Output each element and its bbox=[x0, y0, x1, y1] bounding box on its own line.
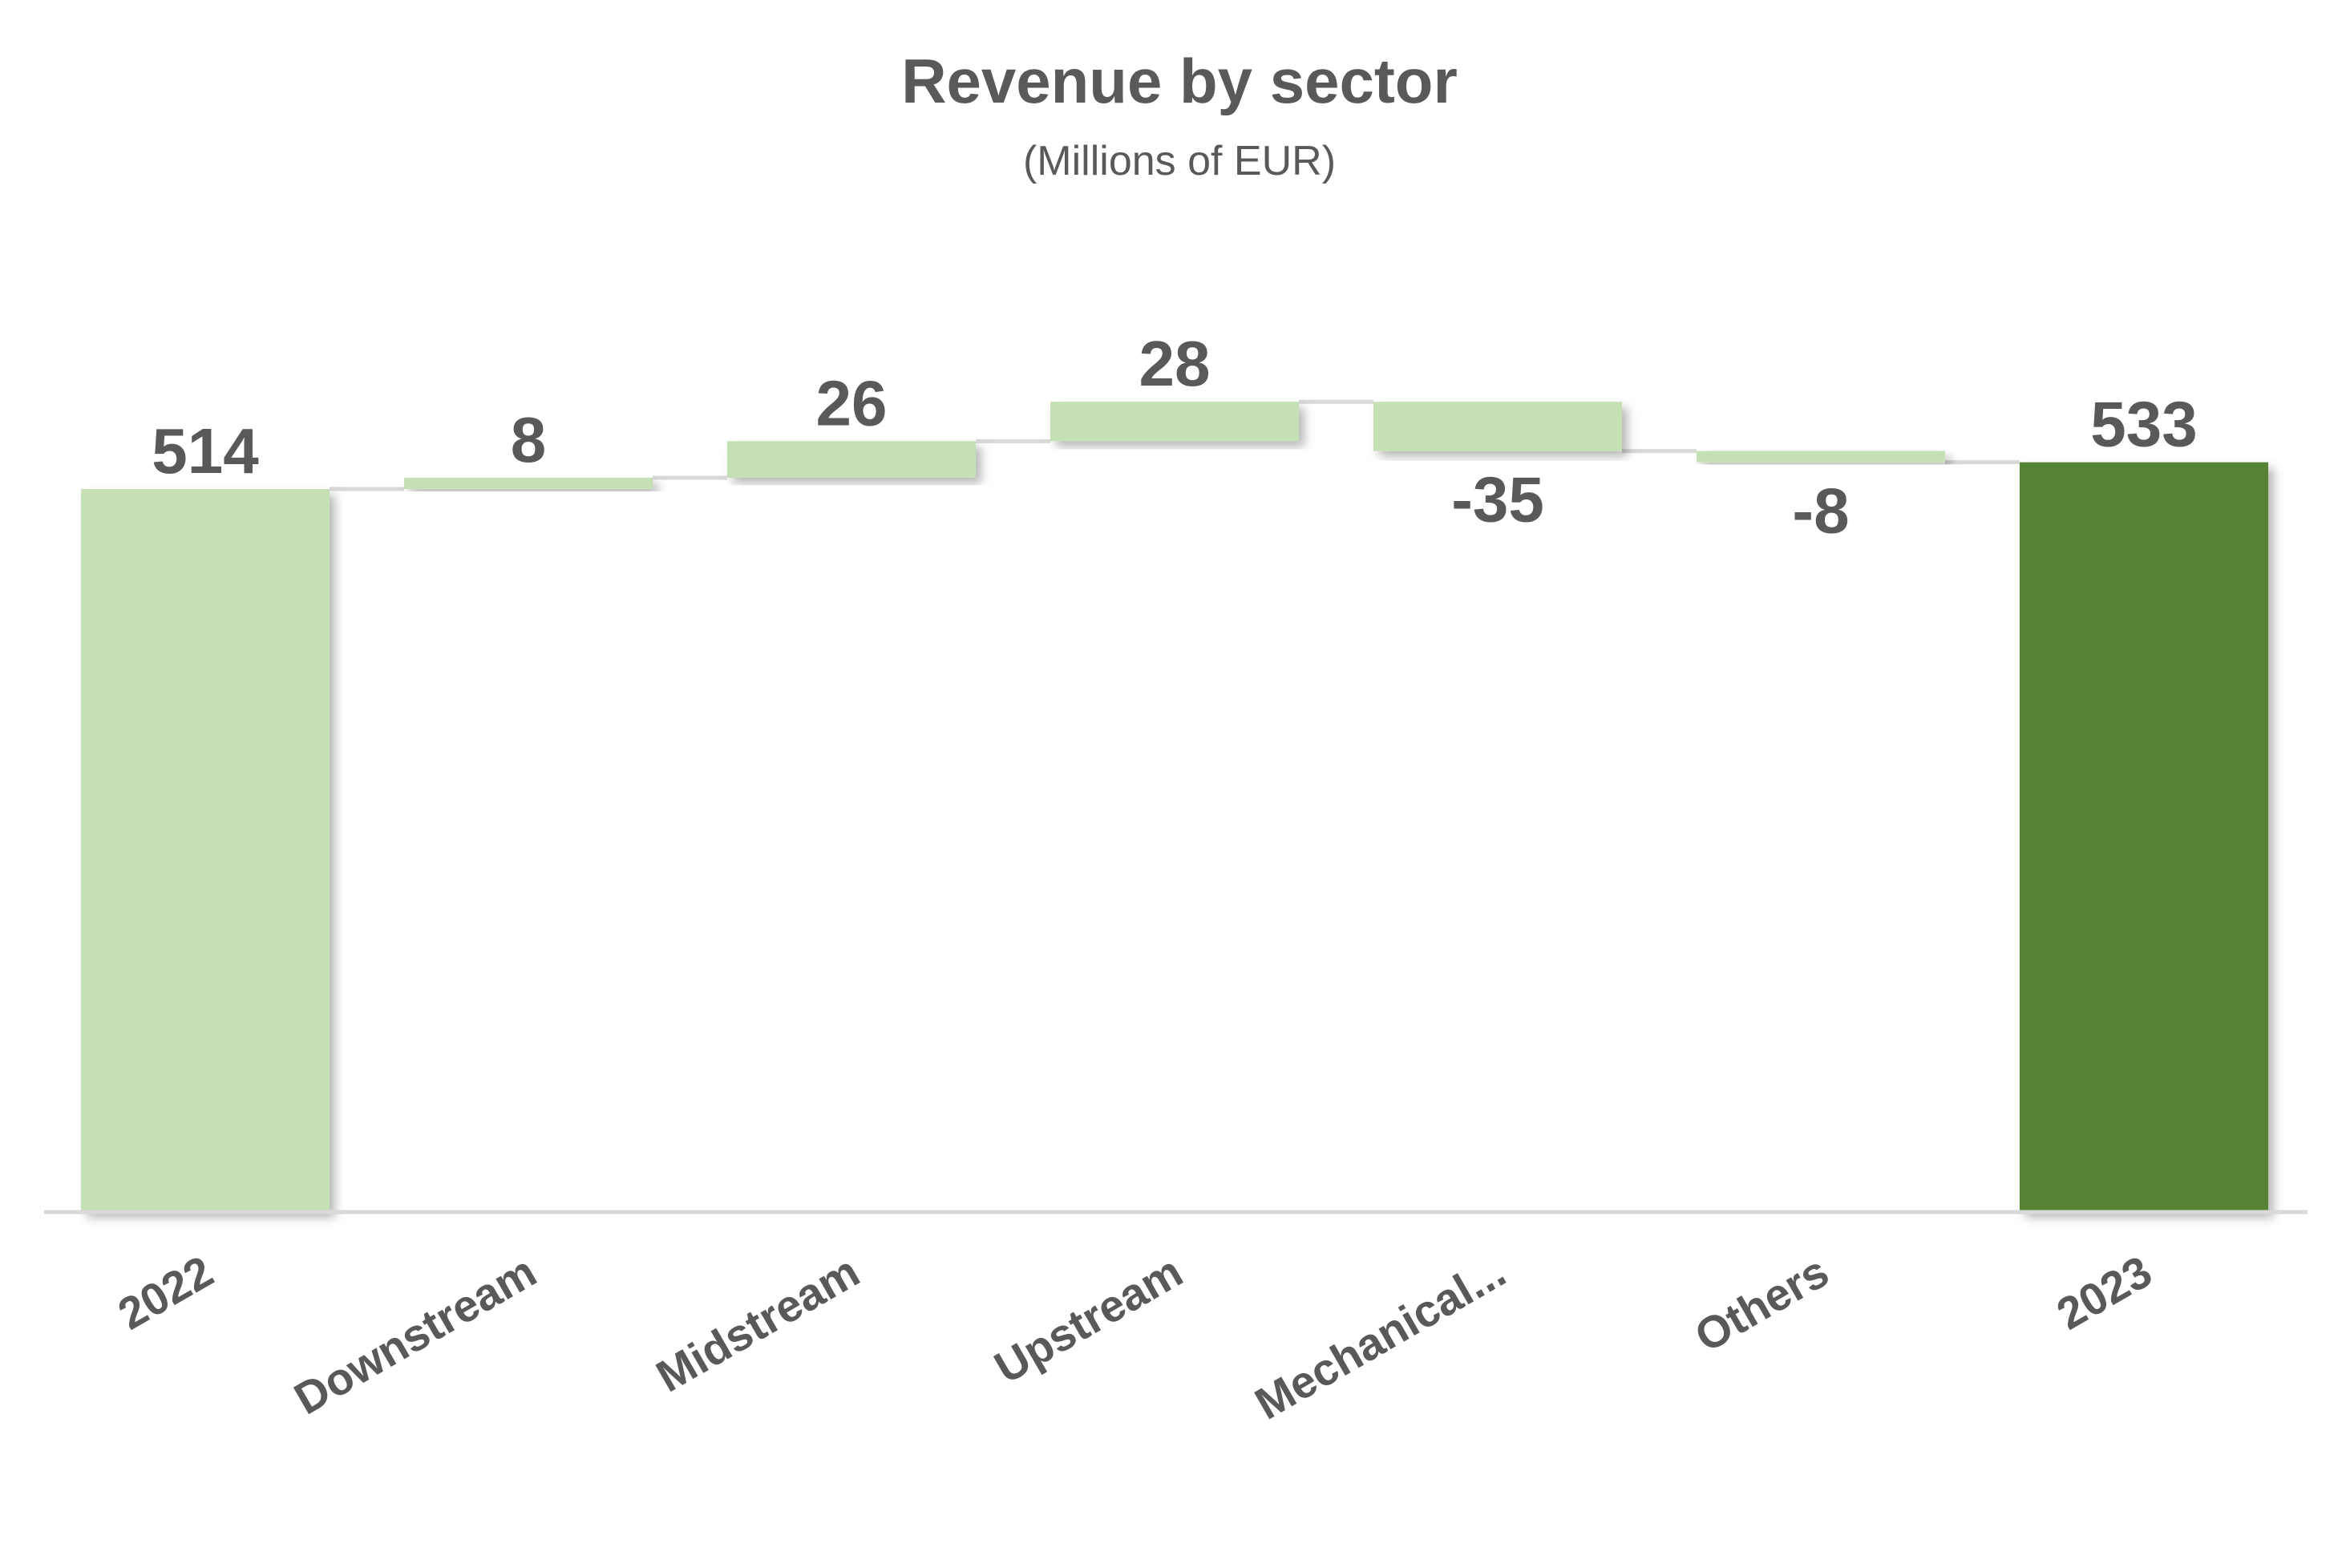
x-tick-label: Midstream bbox=[648, 1246, 868, 1402]
bar-others bbox=[1697, 451, 1945, 463]
chart-title: Revenue by sector bbox=[901, 46, 1458, 116]
data-label: 514 bbox=[152, 415, 259, 487]
data-label: -35 bbox=[1451, 464, 1544, 535]
bar-series bbox=[81, 402, 2268, 1212]
bar-2022 bbox=[81, 489, 330, 1212]
data-label: 28 bbox=[1139, 328, 1211, 399]
x-axis-tick-labels: 2022 Downstream Midstream Upstream Mechanica… bbox=[110, 1246, 2160, 1429]
data-label: 8 bbox=[511, 404, 547, 475]
x-tick-label: Others bbox=[1686, 1246, 1837, 1362]
x-tick-label: Mechanical... bbox=[1247, 1246, 1514, 1429]
data-label: 533 bbox=[2090, 389, 2197, 460]
x-tick-label: Upstream bbox=[986, 1246, 1191, 1393]
bar-2023 bbox=[2020, 462, 2268, 1212]
x-tick-label: 2022 bbox=[110, 1246, 221, 1340]
data-label: -8 bbox=[1792, 475, 1849, 547]
connector-lines bbox=[330, 399, 2020, 491]
bar-mechanical bbox=[1373, 402, 1622, 451]
x-tick-label: Downstream bbox=[285, 1246, 544, 1425]
bar-upstream bbox=[1050, 402, 1299, 442]
chart-subtitle: (Millions of EUR) bbox=[1023, 138, 1336, 184]
data-label: 26 bbox=[816, 367, 888, 438]
data-labels: 514 8 26 28 -35 -8 533 bbox=[152, 328, 2197, 546]
bar-midstream bbox=[727, 441, 976, 478]
bar-downstream bbox=[404, 477, 653, 489]
x-tick-label: 2023 bbox=[2049, 1246, 2160, 1340]
